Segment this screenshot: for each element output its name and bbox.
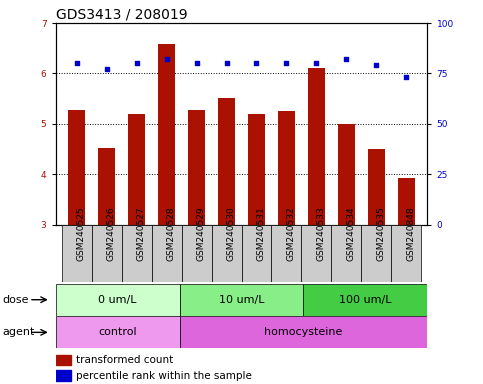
Bar (303, 284, 427, 316)
Bar (242, 225, 271, 282)
Point (103, 66, 111, 73)
Point (133, 60, 141, 66)
Point (193, 60, 200, 66)
Bar (56, 371, 71, 381)
Bar (301, 225, 331, 282)
Text: GSM240527: GSM240527 (137, 207, 145, 261)
Text: transformed count: transformed count (76, 355, 173, 365)
Text: homocysteine: homocysteine (264, 327, 342, 338)
Text: GSM240531: GSM240531 (256, 207, 266, 261)
Text: GSM240525: GSM240525 (76, 207, 85, 261)
Text: GSM240526: GSM240526 (107, 207, 115, 261)
Bar (180, 284, 303, 316)
Bar (152, 225, 182, 282)
Text: GSM240534: GSM240534 (346, 207, 355, 261)
Text: dose: dose (2, 295, 29, 305)
Text: 10 um/L: 10 um/L (219, 295, 264, 305)
Point (342, 56, 350, 63)
Bar (218, 98, 235, 225)
Bar (248, 114, 265, 225)
Bar (128, 114, 145, 225)
Bar (56, 354, 71, 366)
Text: percentile rank within the sample: percentile rank within the sample (76, 371, 252, 381)
Point (372, 62, 380, 68)
Text: GSM240533: GSM240533 (316, 207, 326, 261)
Bar (278, 111, 295, 225)
Bar (61, 225, 92, 282)
Bar (331, 225, 361, 282)
Bar (92, 225, 122, 282)
Text: 0 um/L: 0 um/L (98, 295, 137, 305)
Point (163, 56, 170, 63)
Bar (361, 225, 391, 282)
Bar (368, 149, 385, 225)
Text: GSM240532: GSM240532 (286, 207, 296, 261)
Point (283, 60, 290, 66)
Bar (68, 110, 85, 225)
Text: GSM240530: GSM240530 (227, 207, 236, 261)
Text: control: control (98, 327, 137, 338)
Bar (398, 178, 415, 225)
Bar (98, 148, 115, 225)
Bar (212, 225, 242, 282)
Bar (182, 225, 212, 282)
Text: GSM240848: GSM240848 (407, 207, 415, 261)
Bar (308, 68, 325, 225)
Point (313, 60, 320, 66)
Point (403, 74, 411, 81)
Bar (158, 44, 175, 225)
Bar (56, 284, 180, 316)
Text: GDS3413 / 208019: GDS3413 / 208019 (56, 8, 187, 22)
Text: GSM240535: GSM240535 (376, 207, 385, 261)
Point (253, 60, 260, 66)
Bar (180, 316, 427, 348)
Bar (56, 316, 180, 348)
Bar (338, 124, 355, 225)
Point (223, 60, 230, 66)
Point (72, 60, 80, 66)
Text: 100 um/L: 100 um/L (339, 295, 392, 305)
Bar (122, 225, 152, 282)
Bar (188, 110, 205, 225)
Text: GSM240529: GSM240529 (197, 207, 205, 261)
Bar (391, 225, 422, 282)
Bar (271, 225, 301, 282)
Text: agent: agent (2, 327, 35, 338)
Text: GSM240528: GSM240528 (167, 207, 175, 261)
